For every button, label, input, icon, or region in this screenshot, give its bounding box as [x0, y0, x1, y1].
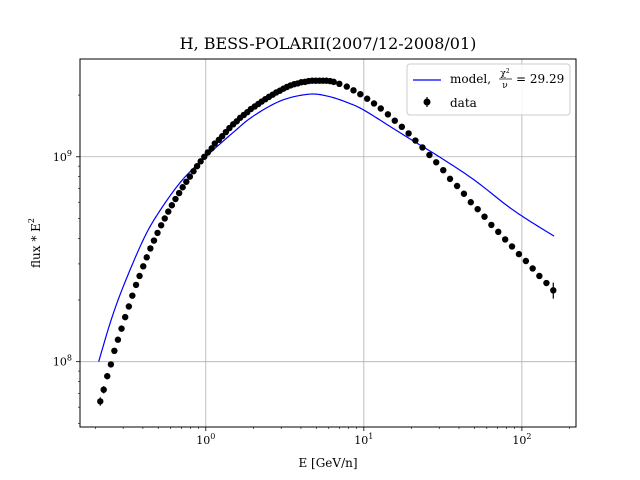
- data-point: [125, 303, 133, 310]
- data-point: [100, 386, 107, 393]
- data-point: [391, 117, 398, 124]
- data-point: [208, 145, 215, 152]
- data-point: [179, 184, 186, 191]
- y-axis-label-text: flux * E: [29, 223, 43, 268]
- y-axis-label: flux * E2: [27, 218, 43, 268]
- data-point: [104, 372, 111, 380]
- data-point: [412, 137, 419, 144]
- legend-chi-numerator: χ2: [500, 68, 509, 79]
- data-point: [168, 202, 176, 209]
- legend-data-marker: [423, 98, 431, 106]
- data-point: [129, 292, 136, 299]
- data-point: [201, 153, 208, 160]
- data-point: [147, 245, 154, 252]
- legend-chi-value: = 29.29: [516, 72, 564, 86]
- data-point: [529, 265, 536, 272]
- legend: model, χ2 ν = 29.29 data: [406, 63, 571, 116]
- data-point: [370, 100, 378, 107]
- data-point: [515, 250, 523, 258]
- data-point: [543, 279, 550, 287]
- data-point: [154, 229, 161, 237]
- data-point: [357, 90, 364, 98]
- grid: [80, 59, 576, 427]
- data-point: [161, 215, 168, 222]
- data-point: [405, 130, 412, 137]
- data-point: [97, 398, 104, 405]
- data-point: [118, 325, 125, 332]
- data-point: [508, 243, 516, 250]
- legend-box: [406, 63, 571, 116]
- y-axis-label-superscript: 2: [27, 218, 36, 223]
- data-point: [536, 272, 543, 280]
- x-tick-label: 102: [512, 432, 531, 447]
- data-point: [111, 347, 118, 355]
- legend-model-label: model,: [450, 72, 491, 86]
- x-axis: 100 101 102: [95, 427, 570, 447]
- model-series: [98, 93, 555, 362]
- model-line: [98, 93, 555, 362]
- data-point: [136, 272, 143, 280]
- data-point: [481, 213, 488, 220]
- data-series: [97, 77, 557, 406]
- data-point: [175, 189, 183, 197]
- data-point: [140, 263, 147, 270]
- data-point: [440, 166, 447, 174]
- data-point: [377, 105, 384, 112]
- data-point: [467, 199, 474, 206]
- legend-chi-fraction: χ2 ν: [499, 68, 512, 91]
- data-point: [114, 336, 122, 343]
- data-point: [121, 313, 129, 321]
- data-point: [419, 144, 426, 151]
- data-point: [218, 133, 226, 140]
- data-point: [488, 221, 495, 229]
- data-point: [460, 190, 468, 197]
- data-point: [211, 140, 218, 147]
- chart-title: H, BESS-POLARII(2007/12-2008/01): [180, 34, 477, 53]
- data-point: [398, 123, 406, 131]
- data-point: [350, 87, 357, 94]
- data-point: [550, 287, 557, 294]
- data-point: [453, 182, 461, 190]
- plot-frame: [79, 58, 577, 428]
- data-point: [190, 168, 197, 175]
- x-tick-label: 100: [196, 432, 215, 447]
- data-point: [336, 80, 343, 88]
- data-point: [433, 159, 440, 166]
- data-point: [165, 208, 172, 215]
- legend-nu-denominator: ν: [502, 81, 507, 91]
- data-point: [132, 281, 140, 289]
- data-point: [474, 205, 481, 213]
- legend-model-name: model,: [450, 72, 491, 86]
- y-tick-label: 108: [53, 354, 72, 369]
- data-point: [330, 78, 337, 86]
- data-point: [150, 237, 158, 244]
- data-point: [193, 162, 201, 170]
- data-point: [426, 151, 433, 159]
- data-point: [495, 228, 502, 236]
- legend-data-label: data: [450, 96, 477, 110]
- data-point: [446, 175, 454, 183]
- data-point: [172, 195, 179, 203]
- data-point: [143, 254, 150, 261]
- x-axis-label: E [GeV/n]: [298, 456, 357, 470]
- data-point: [183, 178, 190, 185]
- data-point: [343, 83, 350, 90]
- data-point: [384, 111, 392, 118]
- y-axis: 108 109: [53, 94, 80, 424]
- data-point: [204, 149, 212, 156]
- y-tick-label: 109: [53, 149, 72, 164]
- data-point: [107, 361, 115, 368]
- data-point: [157, 222, 165, 229]
- data-point: [501, 236, 509, 243]
- data-point: [363, 95, 371, 102]
- data-point: [197, 158, 204, 165]
- data-point: [522, 257, 530, 265]
- data-point: [186, 173, 194, 180]
- x-tick-label: 101: [354, 432, 373, 447]
